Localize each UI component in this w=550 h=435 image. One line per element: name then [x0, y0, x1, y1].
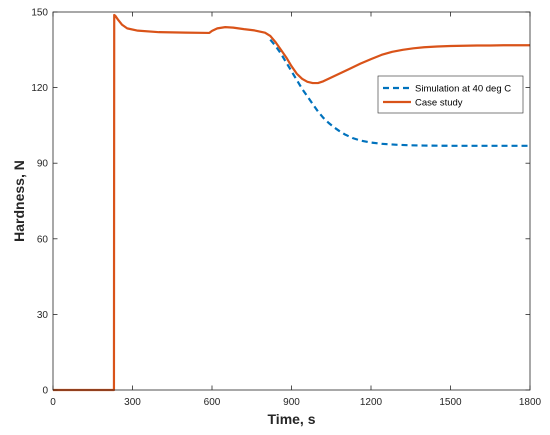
- x-tick-label: 1800: [519, 397, 542, 408]
- y-tick-label: 150: [31, 8, 48, 19]
- y-tick-label: 60: [37, 234, 49, 245]
- legend: Simulation at 40 deg C Case study: [377, 75, 524, 114]
- legend-label-case-study: Case study: [415, 98, 463, 109]
- series-layer: [53, 13, 530, 392]
- y-tick-label: 120: [31, 83, 48, 94]
- x-tick-label: 900: [283, 397, 300, 408]
- tick-layer: 0 300 600 900 1200 1500 1800 0 30 60 90 120 150: [31, 8, 541, 409]
- y-tick-label: 90: [37, 159, 49, 170]
- x-tick-label: 1500: [439, 397, 462, 408]
- series-line-simulation: [269, 39, 530, 147]
- legend-label-simulation: Simulation at 40 deg C: [415, 84, 511, 95]
- plot-area: [53, 12, 530, 390]
- x-axis-label: Time, s: [268, 411, 316, 427]
- x-tick-label: 600: [204, 397, 221, 408]
- legend-box: [377, 75, 524, 114]
- y-axis-label: Hardness, N: [11, 160, 27, 242]
- x-tick-label: 300: [124, 397, 141, 408]
- y-tick-label: 30: [37, 310, 49, 321]
- y-tick-label: 0: [42, 386, 48, 397]
- series-line-case-study: [53, 13, 530, 392]
- x-tick-label: 0: [50, 397, 56, 408]
- x-tick-label: 1200: [360, 397, 383, 408]
